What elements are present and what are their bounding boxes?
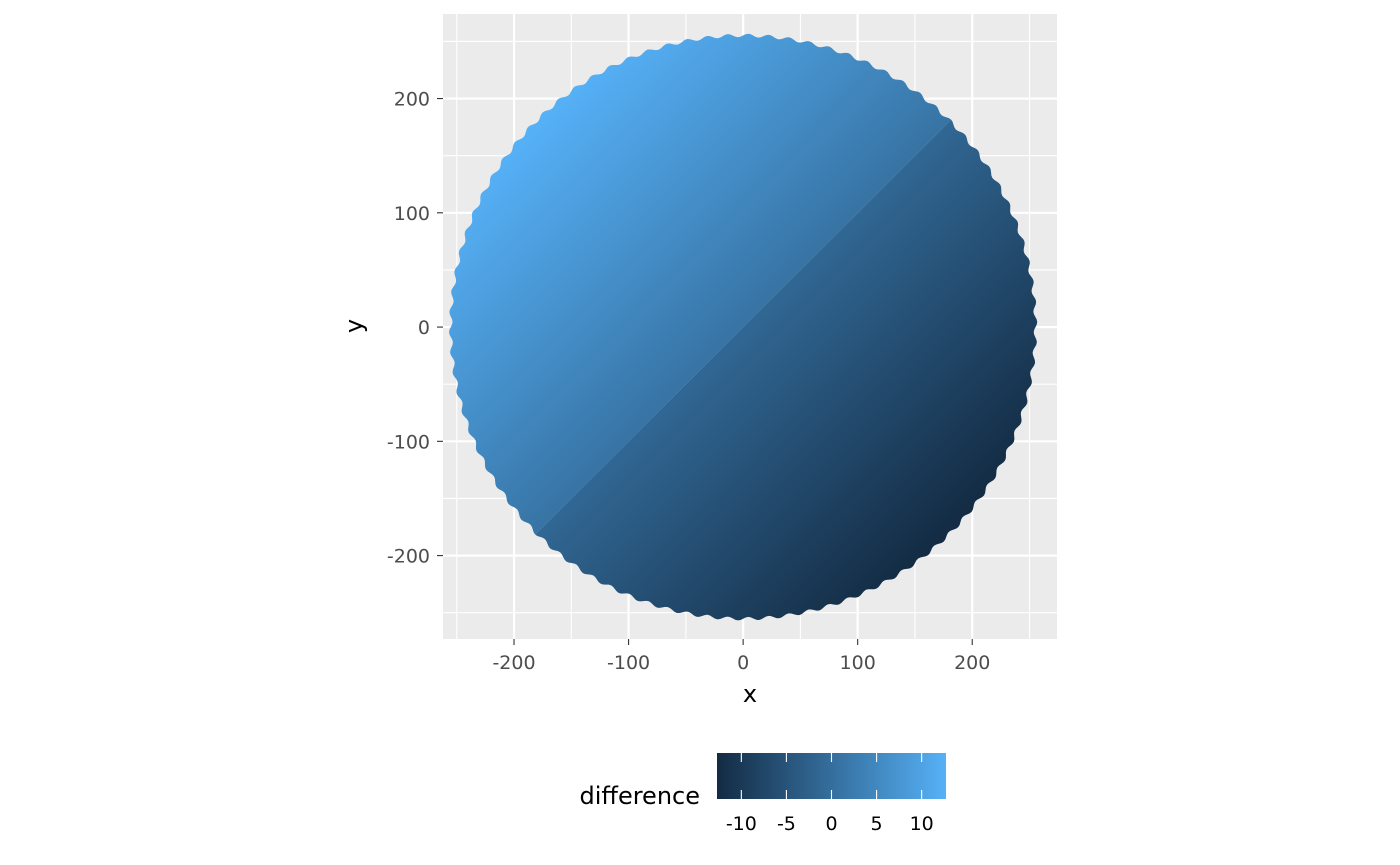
y-axis-tick-label: 200: [394, 89, 430, 111]
y-axis-tick-label: -100: [387, 431, 430, 453]
y-axis-title: y: [340, 319, 368, 333]
y-axis-tick-label: 0: [418, 317, 430, 339]
legend-tick-label: -5: [777, 813, 796, 835]
x-axis-tick-label: 200: [954, 652, 990, 674]
point-cloud: [449, 33, 1038, 621]
x-axis: -200 -100 0 100 200: [492, 639, 990, 674]
legend: difference -10 -5 0 5 10: [580, 753, 946, 835]
x-axis-tick-label: -100: [607, 652, 650, 674]
y-axis: 200 100 0 -100 -200: [387, 89, 443, 568]
x-axis-tick-label: 0: [737, 652, 749, 674]
legend-title: difference: [580, 782, 700, 810]
points-lower-half: [449, 33, 1038, 621]
legend-tick-label: 0: [825, 813, 837, 835]
x-axis-title: x: [743, 680, 757, 708]
y-axis-tick-label: 100: [394, 203, 430, 225]
legend-ticks: -10 -5 0 5 10: [726, 753, 934, 835]
legend-tick-label: -10: [726, 813, 757, 835]
y-axis-tick-label: -200: [387, 546, 430, 568]
x-axis-tick-label: 100: [840, 652, 876, 674]
legend-tick-label: 10: [910, 813, 934, 835]
legend-tick-label: 5: [871, 813, 883, 835]
x-axis-tick-label: -200: [492, 652, 535, 674]
